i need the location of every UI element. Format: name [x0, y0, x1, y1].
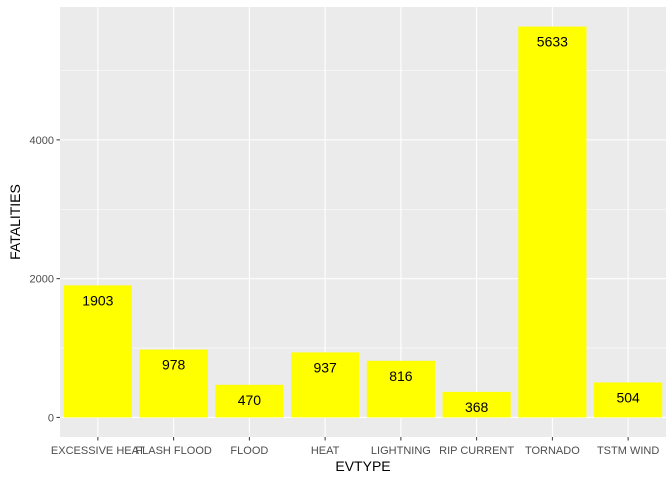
data-label: 816 — [389, 368, 413, 384]
y-tick-label: 4000 — [30, 135, 54, 147]
x-tick-label: FLASH FLOOD — [135, 445, 211, 457]
data-label: 5633 — [537, 34, 568, 50]
data-label: 470 — [238, 392, 262, 408]
x-tick-label: FLOOD — [230, 445, 268, 457]
data-label: 368 — [465, 399, 489, 415]
data-label: 978 — [162, 357, 186, 373]
bar-rip-current — [442, 391, 511, 418]
y-tick-label: 2000 — [30, 274, 54, 286]
x-tick-label: HEAT — [311, 445, 340, 457]
bar-excessive-heat — [63, 285, 132, 418]
bar-lightning — [366, 360, 435, 418]
bar-tstm-wind — [594, 382, 663, 418]
data-label: 937 — [313, 359, 337, 375]
x-tick-label: EXCESSIVE HEAT — [51, 445, 145, 457]
x-tick-label: TORNADO — [525, 445, 580, 457]
y-axis: 0 2000 4000 — [30, 135, 60, 424]
bars — [63, 26, 663, 418]
y-tick-label: 0 — [48, 412, 54, 424]
x-axis-title: EVTYPE — [335, 458, 390, 474]
bar-flood — [215, 384, 284, 418]
x-tick-label: TSTM WIND — [597, 445, 659, 457]
bar-heat — [291, 352, 360, 418]
data-label: 1903 — [82, 292, 113, 308]
y-axis-title: FATALITIES — [7, 184, 23, 260]
data-labels: 1903 978 470 937 816 368 5633 504 — [82, 34, 640, 415]
bar-tornado — [518, 26, 587, 418]
data-label: 504 — [616, 389, 640, 405]
bar-flash-flood — [139, 349, 208, 418]
x-tick-label: LIGHTNING — [371, 445, 431, 457]
x-tick-label: RIP CURRENT — [439, 445, 514, 457]
